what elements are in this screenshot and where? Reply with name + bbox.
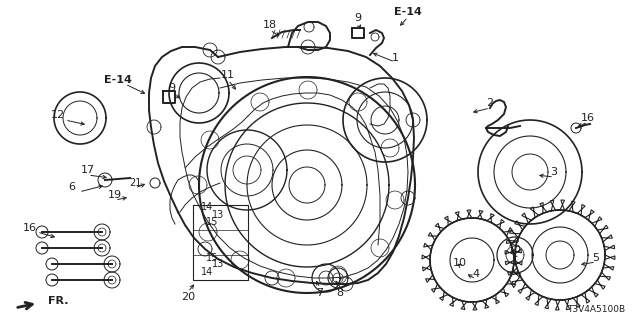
Text: 18: 18 xyxy=(263,20,277,30)
Text: 14: 14 xyxy=(201,267,213,277)
Text: 5: 5 xyxy=(593,253,600,263)
Text: 10: 10 xyxy=(453,258,467,268)
Text: 13: 13 xyxy=(212,210,224,220)
Text: 6: 6 xyxy=(68,182,76,192)
Text: 8: 8 xyxy=(337,288,344,298)
Text: 20: 20 xyxy=(181,292,195,302)
Text: 15: 15 xyxy=(206,253,218,263)
Text: 2: 2 xyxy=(486,98,493,108)
Text: 9: 9 xyxy=(168,83,175,93)
Text: 4: 4 xyxy=(472,269,479,279)
Text: 3: 3 xyxy=(550,167,557,177)
Text: 9: 9 xyxy=(355,13,362,23)
Text: E-14: E-14 xyxy=(394,7,422,17)
Text: 11: 11 xyxy=(221,70,235,80)
Text: T3V4A5100B: T3V4A5100B xyxy=(567,306,625,315)
Text: 16: 16 xyxy=(581,113,595,123)
Text: E-14: E-14 xyxy=(104,75,132,85)
Text: 21: 21 xyxy=(129,178,141,188)
Text: 19: 19 xyxy=(108,190,122,200)
Text: 13: 13 xyxy=(212,259,224,269)
Text: 10: 10 xyxy=(508,245,522,255)
Text: 12: 12 xyxy=(51,110,65,120)
Text: 1: 1 xyxy=(392,53,399,63)
Text: 16: 16 xyxy=(23,223,37,233)
Text: FR.: FR. xyxy=(48,296,68,306)
Text: 15: 15 xyxy=(206,217,218,227)
Text: 17: 17 xyxy=(81,165,95,175)
Text: 7: 7 xyxy=(316,288,324,298)
Text: 14: 14 xyxy=(201,202,213,212)
